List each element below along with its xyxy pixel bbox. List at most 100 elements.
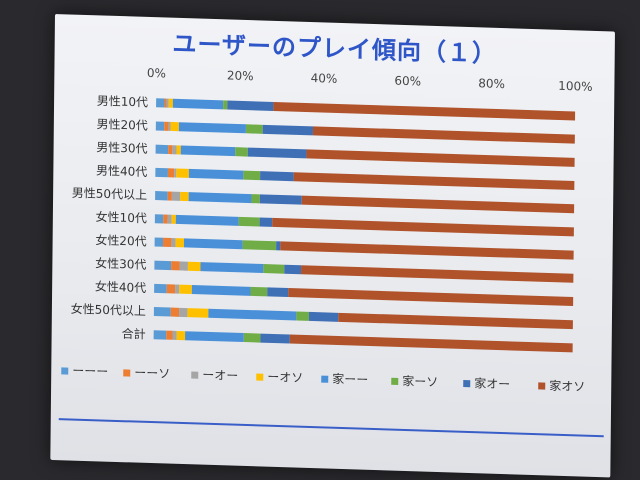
bar-segment (293, 172, 575, 191)
bar-segment (262, 124, 314, 136)
category-labels: 男性10代男性20代男性30代男性40代男性50代以上女性10代女性20代女性3… (71, 94, 149, 342)
category-label: 男性20代 (97, 117, 148, 133)
bar-segment (251, 194, 260, 204)
category-label: 女性40代 (95, 278, 146, 295)
bar-segment (187, 308, 209, 318)
bar-segment (166, 98, 169, 108)
bar-segment (168, 145, 173, 155)
bar-segment (168, 98, 173, 108)
bar-segment (164, 98, 167, 108)
bar-segment (154, 237, 164, 247)
bar-segment (180, 145, 236, 157)
bar-segment (162, 237, 172, 247)
bar-segment (223, 100, 228, 110)
bar-segment (176, 330, 186, 341)
bar-segment (242, 240, 277, 251)
legend-label: 家オソ (549, 378, 585, 394)
bars (153, 98, 576, 353)
bar-segment (183, 238, 243, 250)
bar-segment (156, 98, 165, 108)
bar-segment (172, 145, 177, 155)
legend-swatch (391, 377, 399, 386)
bar-segment (155, 121, 165, 131)
bar-segment (191, 285, 251, 296)
bar-segment (280, 241, 574, 260)
bar-segment (172, 98, 224, 110)
bar-segment (163, 214, 168, 224)
bar-segment (187, 261, 201, 272)
bar-segment (172, 330, 177, 340)
x-tick-label: 60% (394, 74, 421, 89)
bar-segment (153, 307, 171, 317)
bar-segment (164, 121, 169, 131)
stacked-bar-chart: 0% 20% 40% 60% 80% 100% 男性10代男性20代男性30代男性40代男… (61, 66, 593, 394)
legend-swatch (321, 375, 329, 383)
legend-swatch (123, 369, 131, 377)
legend: ーーー ーーソ ーオー ーオソ 家ーー 家ーソ 家オー 家オソ (61, 364, 585, 394)
legend-label: 家オー (474, 375, 510, 391)
legend-label: ーーソ (134, 366, 170, 381)
bar-segment (155, 167, 168, 178)
bar-segment (170, 307, 180, 317)
bar-segment (155, 144, 169, 155)
bar-segment (245, 124, 263, 134)
bar-segment (154, 283, 167, 294)
legend-swatch (61, 367, 69, 375)
bar-segment (188, 168, 244, 180)
bar-segment (273, 101, 576, 121)
bar-segment (338, 312, 573, 330)
bar-segment (168, 121, 171, 131)
presentation-slide: ユーザーのプレイ傾向（１） 0% 20% 40% 60% 80% 100% 男性10代 男性… (50, 14, 615, 478)
bar-segment (247, 147, 307, 159)
bar-segment (260, 333, 290, 344)
bar-segment (171, 191, 181, 201)
category-label: 男性40代 (96, 164, 147, 180)
bar-segment (208, 308, 297, 321)
bar-segment (167, 214, 172, 224)
category-label: 女性50代以上 (71, 301, 146, 318)
bar-segment (175, 284, 180, 294)
legend-swatch (191, 371, 199, 379)
legend-label: ーオー (202, 368, 238, 383)
bar-segment (301, 195, 575, 214)
bar-segment (166, 330, 173, 340)
bar-segment (176, 145, 181, 155)
category-label: 女性20代 (95, 232, 146, 249)
x-tick-label: 100% (558, 79, 592, 94)
bar-segment (259, 194, 302, 205)
bar-segment (260, 171, 294, 182)
bar-segment (276, 241, 281, 251)
bar-segment (174, 168, 177, 178)
bar-segment (227, 100, 274, 111)
bar-segment (170, 121, 179, 132)
bar-segment (178, 122, 246, 134)
bar-segment (180, 191, 189, 202)
bar-segment (289, 334, 573, 353)
x-tick-label: 20% (227, 68, 254, 83)
bar-segment (300, 265, 574, 283)
legend-swatch (256, 373, 264, 381)
bar-segment (175, 238, 185, 248)
bar-segment (154, 214, 164, 224)
x-tick-label: 40% (311, 71, 338, 86)
bar-segment (267, 287, 289, 298)
bar-segment (296, 311, 309, 321)
bar-segment (238, 216, 260, 227)
bar-segment (155, 191, 168, 201)
bar-segment (171, 214, 176, 224)
legend-label: 家ーー (332, 371, 368, 387)
legend-label: ーーー (72, 364, 108, 379)
bar-segment (171, 261, 180, 271)
bar-segment (200, 262, 264, 274)
bar-segment (179, 261, 188, 271)
category-label: 男性30代 (96, 140, 147, 156)
bar-segment (185, 331, 244, 343)
bar-segment (243, 170, 261, 181)
bar-segment (175, 214, 239, 226)
category-label: 男性10代 (97, 94, 148, 110)
bar-segment (171, 237, 176, 248)
bar-segment (154, 260, 172, 271)
bar-segment (250, 286, 268, 297)
bar-segment (167, 168, 175, 178)
bar-segment (308, 311, 339, 322)
